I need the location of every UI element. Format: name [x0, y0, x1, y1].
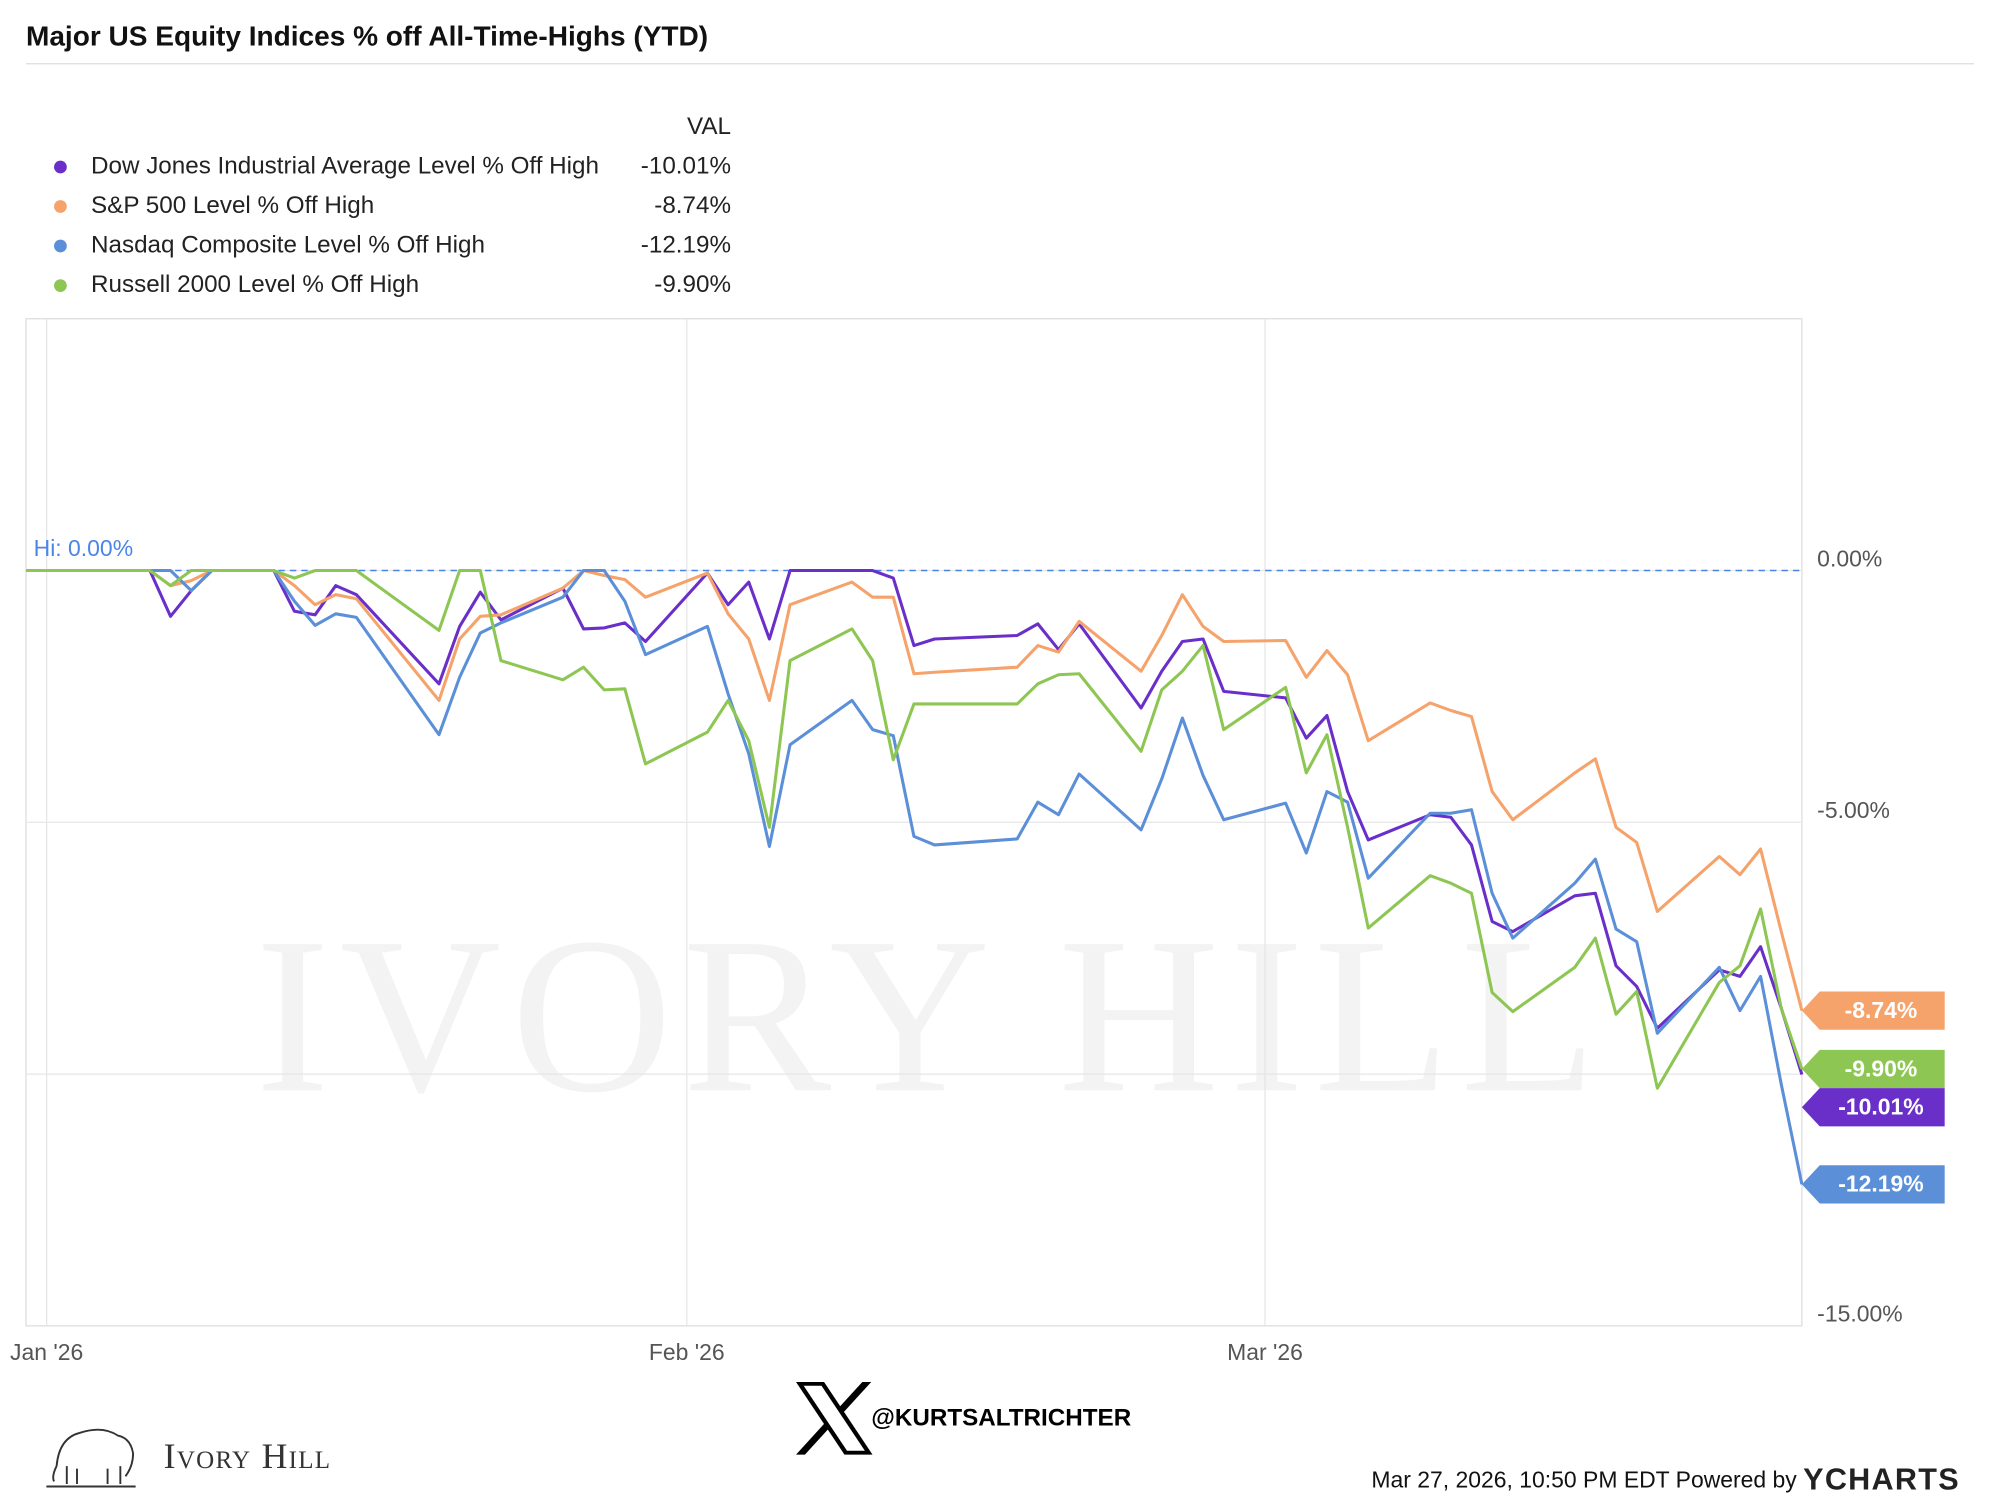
legend-header: VAL: [687, 113, 731, 140]
legend-marker: [54, 200, 67, 213]
y-tick-label: -5.00%: [1817, 797, 1890, 823]
series-line: [25, 568, 1804, 1185]
chart-title: Major US Equity Indices % off All-Time-H…: [26, 21, 708, 52]
logo-text: Ivory Hill: [164, 1436, 332, 1476]
legend-value: -12.19%: [641, 231, 731, 258]
series-line: [25, 568, 1804, 1012]
legend-marker: [54, 279, 67, 292]
end-tag-label: -9.90%: [1845, 1055, 1918, 1081]
end-tag-label: -8.74%: [1845, 997, 1918, 1023]
reference-label: Hi: 0.00%: [34, 535, 133, 561]
legend-label: Dow Jones Industrial Average Level % Off…: [91, 152, 599, 179]
legend-label: S&P 500 Level % Off High: [91, 192, 374, 219]
end-tag: [1801, 1088, 1945, 1127]
legend-marker: [54, 160, 67, 174]
x-tick-label: Mar '26: [1227, 1339, 1303, 1365]
legend-marker: [54, 239, 67, 253]
end-tag-label: -10.01%: [1838, 1094, 1923, 1120]
watermark: IVORY HILL: [255, 892, 1607, 1139]
legend-value: -9.90%: [654, 271, 731, 298]
y-tick-label: 0.00%: [1817, 545, 1882, 571]
legend-value: -8.74%: [654, 192, 731, 219]
x-tick-label: Jan '26: [10, 1339, 83, 1365]
logo-elephant: [46, 1428, 136, 1488]
y-tick-label: -15.00%: [1817, 1301, 1902, 1327]
end-tags: -8.74% -9.90% -10.01% -12.19%: [1801, 991, 1945, 1204]
handle: @KURTSALTRICHTER: [871, 1404, 1131, 1431]
end-tag-label: -12.19%: [1838, 1171, 1923, 1197]
series-line: [25, 568, 1804, 1076]
series-lines: [25, 568, 1804, 1185]
brand: YCHARTS: [1803, 1462, 1960, 1496]
footer-text: Mar 27, 2026, 10:50 PM EDT Powered by: [1371, 1466, 1797, 1492]
end-tag: [1801, 991, 1945, 1030]
legend: Dow Jones Industrial Average Level % Off…: [54, 152, 731, 298]
x-logo: [796, 1381, 873, 1455]
legend-value: -10.01%: [641, 152, 731, 179]
legend-label: Nasdaq Composite Level % Off High: [91, 231, 485, 258]
end-tag: [1801, 1049, 1945, 1089]
series-line: [25, 568, 1804, 1090]
end-tag: [1801, 1165, 1945, 1204]
legend-label: Russell 2000 Level % Off High: [91, 271, 419, 298]
x-tick-label: Feb '26: [649, 1339, 725, 1365]
